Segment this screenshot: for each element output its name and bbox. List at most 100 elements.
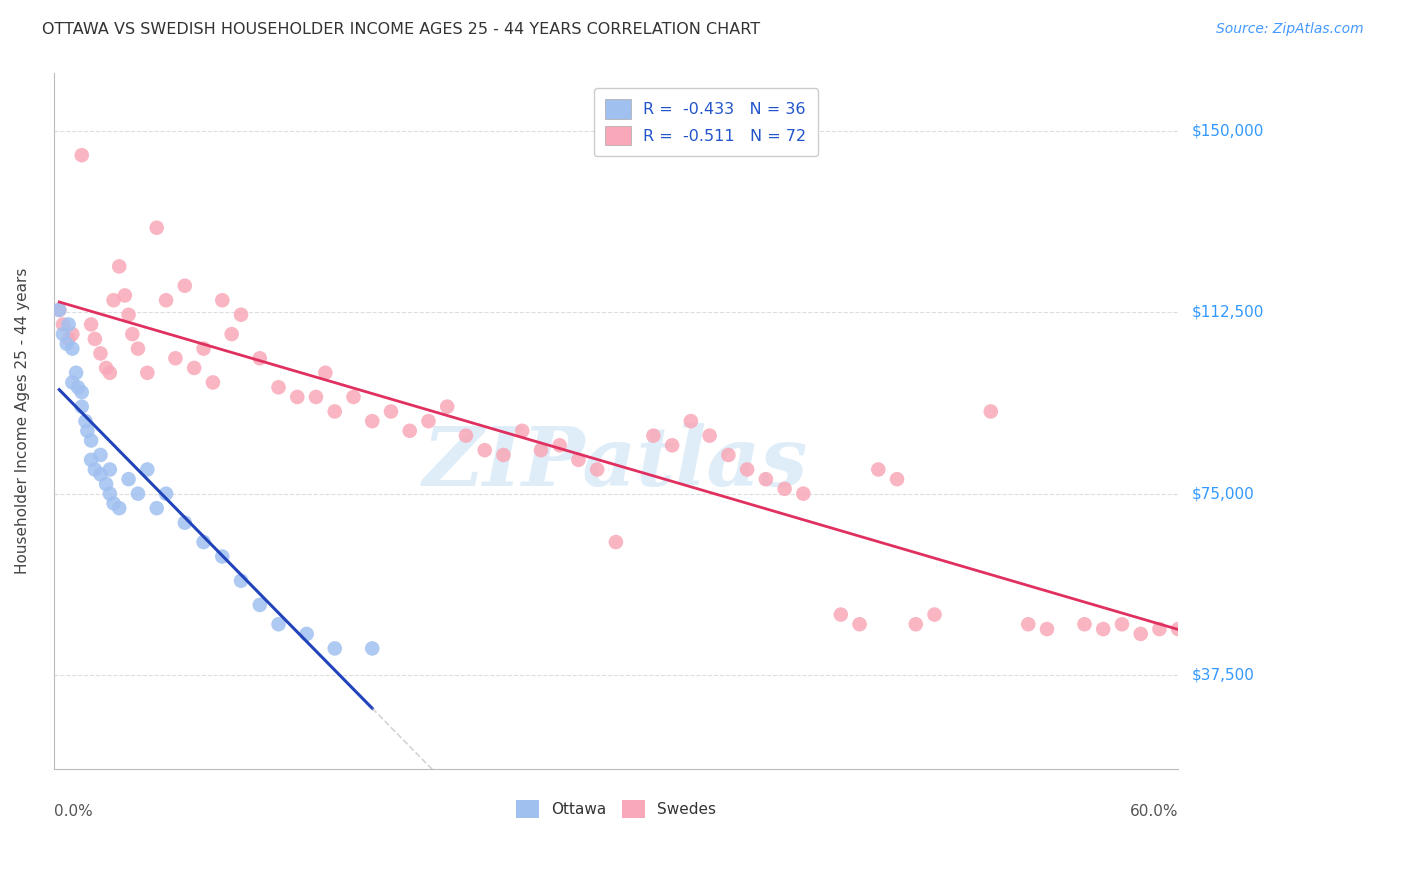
Point bbox=[103, 496, 125, 510]
Point bbox=[285, 390, 308, 404]
Point bbox=[60, 342, 83, 356]
Point bbox=[80, 453, 103, 467]
Point bbox=[80, 318, 103, 332]
Point bbox=[474, 443, 496, 458]
Point bbox=[418, 414, 440, 428]
Point bbox=[76, 424, 98, 438]
Point bbox=[211, 549, 233, 564]
Point bbox=[173, 516, 195, 530]
Text: $75,000: $75,000 bbox=[1192, 486, 1254, 501]
Point bbox=[1111, 617, 1133, 632]
Point bbox=[108, 501, 131, 516]
Text: 60.0%: 60.0% bbox=[1129, 804, 1178, 819]
Point bbox=[66, 380, 89, 394]
Point bbox=[65, 366, 87, 380]
Point bbox=[848, 617, 870, 632]
Point bbox=[136, 462, 159, 476]
Point bbox=[136, 366, 159, 380]
Point bbox=[454, 428, 477, 442]
Point bbox=[323, 404, 346, 418]
Point bbox=[661, 438, 683, 452]
Text: $37,500: $37,500 bbox=[1192, 667, 1256, 682]
Point bbox=[305, 390, 328, 404]
Point bbox=[868, 462, 890, 476]
Legend: Ottawa, Swedes: Ottawa, Swedes bbox=[510, 794, 721, 824]
Point bbox=[267, 617, 290, 632]
Point bbox=[58, 318, 80, 332]
Y-axis label: Householder Income Ages 25 - 44 years: Householder Income Ages 25 - 44 years bbox=[15, 268, 30, 574]
Point bbox=[70, 400, 93, 414]
Point bbox=[145, 501, 167, 516]
Point bbox=[108, 260, 131, 274]
Point bbox=[89, 448, 111, 462]
Point bbox=[980, 404, 1002, 418]
Point bbox=[103, 293, 125, 308]
Point bbox=[193, 342, 215, 356]
Point bbox=[1149, 622, 1171, 636]
Text: $150,000: $150,000 bbox=[1192, 123, 1264, 138]
Point bbox=[165, 351, 187, 366]
Point bbox=[717, 448, 740, 462]
Text: Source: ZipAtlas.com: Source: ZipAtlas.com bbox=[1216, 22, 1364, 37]
Point bbox=[679, 414, 702, 428]
Point bbox=[70, 385, 93, 400]
Point bbox=[221, 327, 243, 342]
Point bbox=[1092, 622, 1115, 636]
Point bbox=[924, 607, 946, 622]
Point bbox=[89, 467, 111, 482]
Text: $112,500: $112,500 bbox=[1192, 305, 1264, 320]
Point bbox=[492, 448, 515, 462]
Point bbox=[1167, 622, 1189, 636]
Point bbox=[75, 414, 97, 428]
Point bbox=[886, 472, 908, 486]
Point bbox=[145, 220, 167, 235]
Text: ZIPatlas: ZIPatlas bbox=[423, 423, 808, 503]
Point bbox=[586, 462, 609, 476]
Text: 0.0%: 0.0% bbox=[53, 804, 93, 819]
Point bbox=[436, 400, 458, 414]
Point bbox=[249, 351, 271, 366]
Point bbox=[60, 327, 83, 342]
Point bbox=[1073, 617, 1095, 632]
Point bbox=[127, 486, 149, 500]
Point bbox=[114, 288, 136, 302]
Point bbox=[94, 361, 117, 376]
Point bbox=[98, 462, 121, 476]
Point bbox=[183, 361, 205, 376]
Point bbox=[117, 308, 139, 322]
Point bbox=[773, 482, 796, 496]
Point bbox=[904, 617, 927, 632]
Point bbox=[314, 366, 336, 380]
Point bbox=[94, 477, 117, 491]
Point bbox=[380, 404, 402, 418]
Point bbox=[193, 535, 215, 549]
Point bbox=[117, 472, 139, 486]
Point bbox=[361, 414, 384, 428]
Point bbox=[643, 428, 665, 442]
Point bbox=[229, 308, 252, 322]
Point bbox=[830, 607, 852, 622]
Point bbox=[211, 293, 233, 308]
Point bbox=[52, 327, 75, 342]
Point bbox=[229, 574, 252, 588]
Point bbox=[52, 318, 75, 332]
Point bbox=[295, 627, 318, 641]
Point bbox=[89, 346, 111, 360]
Point bbox=[70, 148, 93, 162]
Point bbox=[58, 332, 80, 346]
Point bbox=[155, 486, 177, 500]
Point bbox=[121, 327, 143, 342]
Point bbox=[792, 486, 814, 500]
Point bbox=[1017, 617, 1039, 632]
Point bbox=[530, 443, 553, 458]
Text: OTTAWA VS SWEDISH HOUSEHOLDER INCOME AGES 25 - 44 YEARS CORRELATION CHART: OTTAWA VS SWEDISH HOUSEHOLDER INCOME AGE… bbox=[42, 22, 761, 37]
Point bbox=[48, 302, 70, 317]
Point bbox=[98, 366, 121, 380]
Point bbox=[127, 342, 149, 356]
Point bbox=[83, 462, 105, 476]
Point bbox=[249, 598, 271, 612]
Point bbox=[60, 376, 83, 390]
Point bbox=[48, 302, 70, 317]
Point bbox=[173, 278, 195, 293]
Point bbox=[323, 641, 346, 656]
